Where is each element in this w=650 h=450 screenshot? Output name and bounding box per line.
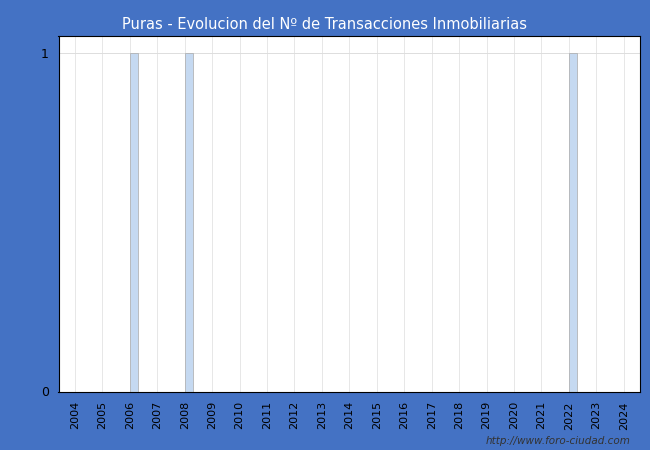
Bar (569, 53, 577, 392)
Text: Puras - Evolucion del Nº de Transacciones Inmobiliarias: Puras - Evolucion del Nº de Transaccione… (122, 17, 528, 32)
Bar (185, 53, 193, 392)
Text: http://www.foro-ciudad.com: http://www.foro-ciudad.com (486, 436, 630, 446)
Bar (130, 53, 138, 392)
